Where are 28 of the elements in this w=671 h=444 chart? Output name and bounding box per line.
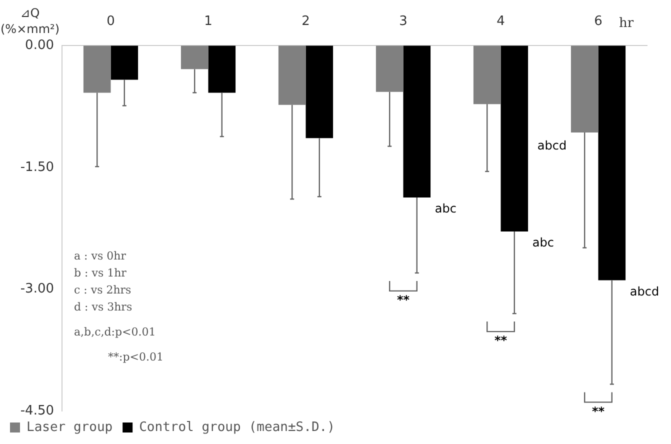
- legend-label: Laser group: [26, 420, 113, 435]
- x-tick-label: 3: [399, 14, 408, 30]
- annotation: a : vs 0hr: [74, 250, 127, 263]
- annotation: **: [592, 404, 606, 418]
- annotation: c : vs 2hrs: [74, 284, 132, 297]
- annotation: d : vs 3hrs: [74, 300, 132, 314]
- x-tick-label: 4: [496, 14, 505, 30]
- y-axis-title: ⊿Q (%×mm²): [0, 6, 60, 36]
- x-tick-label: 1: [204, 14, 212, 30]
- annotation: b : vs 1hr: [74, 266, 128, 280]
- y-tick-label: -1.50: [20, 160, 54, 175]
- y-tick-label: -3.00: [20, 282, 54, 297]
- annotation: abc: [532, 236, 554, 250]
- annotation: **: [396, 293, 410, 308]
- annotation: abc: [434, 202, 456, 216]
- y-tick-label: 0.00: [25, 38, 54, 53]
- y-tick-label: -4.50: [20, 403, 54, 418]
- annotation: **: [494, 334, 508, 348]
- x-tick-label: 6: [594, 14, 602, 30]
- text: (mean±S.D.): [248, 420, 335, 435]
- annotation: abcd: [537, 138, 567, 153]
- annotation: **:p<0.01: [108, 350, 164, 364]
- annotation: a,b,c,d:p<0.01: [74, 326, 156, 339]
- x-tick-label: 2: [302, 14, 310, 30]
- legend-label: Control group: [139, 420, 242, 435]
- x-tick-label: 0: [106, 14, 115, 30]
- x-axis-title: hr: [619, 16, 634, 31]
- annotation: abcd: [630, 284, 660, 298]
